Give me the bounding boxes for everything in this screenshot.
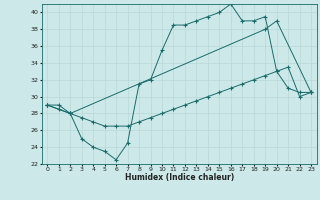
X-axis label: Humidex (Indice chaleur): Humidex (Indice chaleur) [124,173,234,182]
